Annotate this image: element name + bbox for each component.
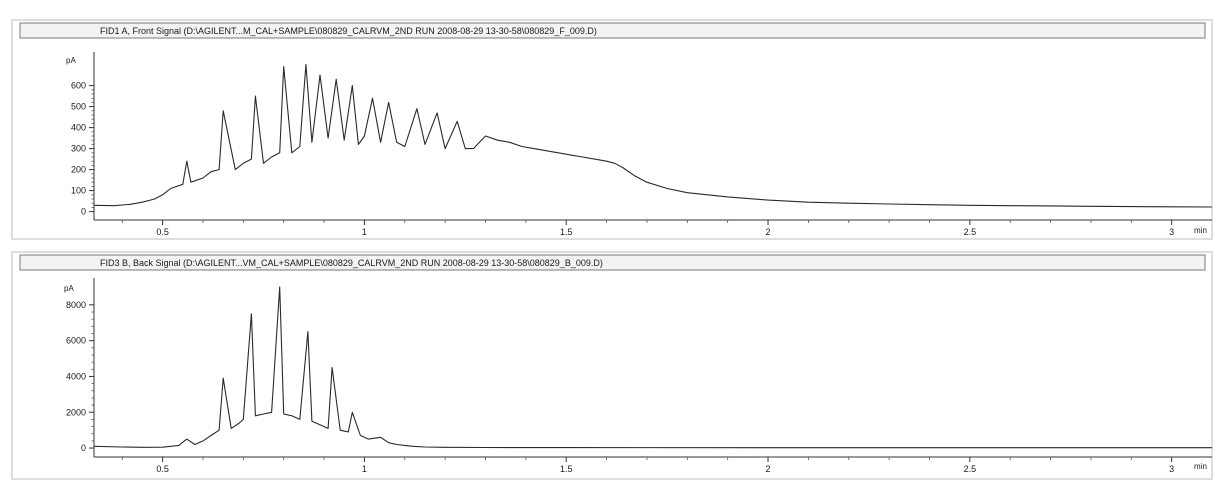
back-x-tick-label: 2.5	[964, 464, 977, 474]
back-signal-title-bar	[19, 254, 1206, 271]
front-y-tick-label: 400	[71, 123, 86, 133]
back-y-tick-label: 2000	[66, 407, 86, 417]
front-signal-frame	[11, 19, 1213, 240]
front-signal-panel: FID1 A, Front Signal (D:\AGILENT...M_CAL…	[11, 19, 1213, 240]
front-y-tick-label: 500	[71, 102, 86, 112]
front-y-tick-label: 0	[81, 207, 86, 217]
front-signal-title: FID1 A, Front Signal (D:\AGILENT...M_CAL…	[100, 26, 597, 36]
front-x-tick-label: 0.5	[156, 227, 169, 237]
back-y-tick-label: 6000	[66, 336, 86, 346]
back-signal-trace	[93, 286, 1212, 449]
front-x-tick-label: 2.5	[964, 227, 977, 237]
back-x-tick-label: 0.5	[156, 464, 169, 474]
back-x-unit-label: min	[1194, 462, 1207, 471]
front-x-tick-label: 1	[362, 227, 367, 237]
front-axes: 0 100 200 300 400 500 600 0.5 1 1.5 2 2.5 3	[71, 52, 1212, 237]
back-signal-chart: FID3 B, Back Signal (D:\AGILENT...VM_CAL…	[11, 251, 1213, 480]
back-x-tick-label: 2	[766, 464, 771, 474]
back-axes: 0 2000 4000 6000 8000 0.5 1 1.5 2 2.5 3	[66, 278, 1212, 474]
back-x-tick-label: 3	[1169, 464, 1174, 474]
front-y-unit-label: pA	[66, 56, 76, 65]
front-signal-trace	[93, 64, 1213, 208]
front-y-tick-label: 300	[71, 144, 86, 154]
front-signal-title-bar	[19, 22, 1206, 39]
front-signal-chart: FID1 A, Front Signal (D:\AGILENT...M_CAL…	[11, 19, 1213, 240]
front-x-tick-label: 3	[1169, 227, 1174, 237]
front-y-tick-label: 100	[71, 186, 86, 196]
front-x-tick-label: 1.5	[560, 227, 573, 237]
back-signal-frame	[11, 251, 1213, 480]
back-y-tick-label: 8000	[66, 300, 86, 310]
back-signal-title: FID3 B, Back Signal (D:\AGILENT...VM_CAL…	[100, 258, 603, 268]
back-y-tick-label: 0	[81, 443, 86, 453]
front-x-unit-label: min	[1194, 226, 1207, 235]
back-x-tick-label: 1.5	[560, 464, 573, 474]
back-x-tick-label: 1	[362, 464, 367, 474]
front-x-tick-label: 2	[766, 227, 771, 237]
back-y-unit-label: pA	[64, 284, 74, 293]
front-y-tick-label: 200	[71, 165, 86, 175]
front-y-tick-label: 600	[71, 81, 86, 91]
back-y-tick-label: 4000	[66, 371, 86, 381]
back-signal-panel: FID3 B, Back Signal (D:\AGILENT...VM_CAL…	[0, 240, 1215, 480]
